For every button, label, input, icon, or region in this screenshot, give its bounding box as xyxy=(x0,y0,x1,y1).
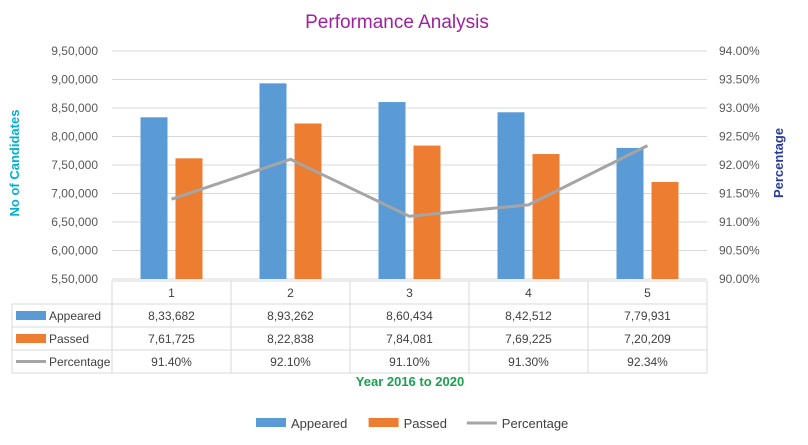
y2-tick-label: 91.00% xyxy=(719,215,760,229)
y-tick-label: 6,50,000 xyxy=(51,215,98,229)
y-tick-label: 7,00,000 xyxy=(51,187,98,201)
y2-tick-label: 91.50% xyxy=(719,187,760,201)
table-cell: 91.10% xyxy=(389,355,430,369)
legend-label: Percentage xyxy=(502,416,569,431)
category-label: 4 xyxy=(525,286,532,300)
y2-axis-label: Percentage xyxy=(771,128,786,198)
y-axis-label: No of Candidates xyxy=(7,110,22,217)
table-cell: 8,60,434 xyxy=(386,309,433,323)
bar-passed xyxy=(175,158,203,279)
chart-title: Performance Analysis xyxy=(305,12,489,33)
table-row-label: Appeared xyxy=(49,309,101,323)
category-label: 2 xyxy=(287,286,294,300)
legend-key-passed xyxy=(368,418,399,427)
table-key-passed xyxy=(16,334,46,343)
table-cell: 7,20,209 xyxy=(624,332,671,346)
data-table: 1 2 3 4 5 Appeared 8,33,682 8,93,262 8,60,434 8,4… xyxy=(11,280,708,374)
table-key-appeared xyxy=(16,311,46,320)
y2-tick-label: 90.00% xyxy=(719,272,760,286)
y-tick-label: 9,50,000 xyxy=(51,44,98,58)
table-cell: 7,69,225 xyxy=(505,332,552,346)
x-axis-label: Year 2016 to 2020 xyxy=(356,374,464,389)
table-row-label: Passed xyxy=(49,332,89,346)
y-tick-label: 7,50,000 xyxy=(51,158,98,172)
table-cell: 91.40% xyxy=(151,355,192,369)
y2-tick-label: 94.00% xyxy=(719,44,760,58)
table-cell: 92.34% xyxy=(627,355,668,369)
legend: Appeared Passed Percentage xyxy=(256,416,568,431)
line-percentage xyxy=(171,144,649,218)
category-label: 5 xyxy=(644,286,651,300)
table-row-label: Percentage xyxy=(49,355,111,369)
y-tick-label: 8,00,000 xyxy=(51,130,98,144)
table-cell: 8,33,682 xyxy=(148,309,195,323)
y2-tick-label: 92.00% xyxy=(719,158,760,172)
category-label: 3 xyxy=(406,286,413,300)
bar-passed xyxy=(651,181,679,279)
gridlines xyxy=(112,50,707,280)
table-cell: 91.30% xyxy=(508,355,549,369)
table-cell: 8,22,838 xyxy=(267,332,314,346)
percentage-line xyxy=(171,144,649,218)
bar-passed xyxy=(294,123,322,280)
category-label: 1 xyxy=(168,286,175,300)
table-cell: 7,84,081 xyxy=(386,332,433,346)
y-axis-ticks: 5,50,000 6,00,000 6,50,000 7,00,000 7,50,000… xyxy=(51,44,98,286)
y2-tick-label: 93.00% xyxy=(719,101,760,115)
bar-appeared xyxy=(259,83,287,279)
bars xyxy=(140,83,679,280)
table-cell: 8,42,512 xyxy=(505,309,552,323)
y2-tick-label: 93.50% xyxy=(719,73,760,87)
table-cell: 92.10% xyxy=(270,355,311,369)
legend-key-appeared xyxy=(256,418,286,427)
table-cell: 8,93,262 xyxy=(267,309,314,323)
table-cell: 7,79,931 xyxy=(624,309,671,323)
table-cell: 7,61,725 xyxy=(148,332,195,346)
y2-tick-label: 92.50% xyxy=(719,130,760,144)
y2-axis-ticks: 90.00% 90.50% 91.00% 91.50% 92.00% 92.50% 93.0… xyxy=(719,44,760,286)
bar-appeared xyxy=(140,117,168,279)
y-tick-label: 6,00,000 xyxy=(51,244,98,258)
bar-appeared xyxy=(378,102,406,280)
bar-appeared xyxy=(497,112,525,279)
y-tick-label: 9,00,000 xyxy=(51,73,98,87)
bar-appeared xyxy=(616,147,644,279)
y-tick-label: 5,50,000 xyxy=(51,272,98,286)
legend-label: Passed xyxy=(404,416,447,431)
legend-label: Appeared xyxy=(291,416,347,431)
y-tick-label: 8,50,000 xyxy=(51,101,98,115)
bar-passed xyxy=(532,154,560,279)
y2-tick-label: 90.50% xyxy=(719,244,760,258)
